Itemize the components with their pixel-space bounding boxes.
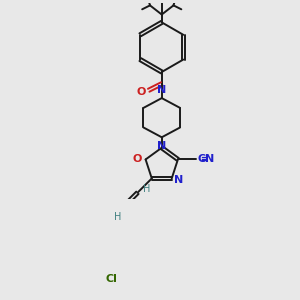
Text: C: C [197, 154, 206, 164]
Text: N: N [174, 175, 184, 185]
Text: O: O [132, 154, 142, 164]
Text: N: N [157, 141, 167, 151]
Text: H: H [114, 212, 122, 222]
Text: Cl: Cl [105, 274, 117, 284]
Text: O: O [136, 87, 146, 97]
Text: H: H [142, 184, 150, 194]
Text: N: N [205, 154, 214, 164]
Text: N: N [157, 85, 167, 95]
